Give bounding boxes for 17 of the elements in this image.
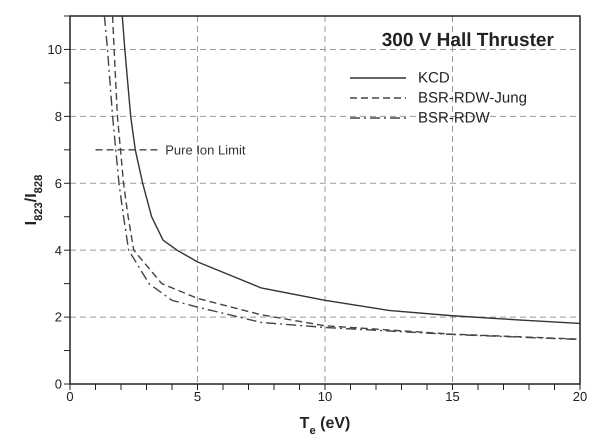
legend-label: KCD: [418, 70, 450, 86]
y-tick-label: 2: [54, 310, 62, 325]
y-tick-label: 6: [54, 176, 62, 191]
x-axis-title: T$_{e}$ (eV): [300, 415, 350, 437]
legend-label: BSR-RDW: [418, 110, 490, 126]
y-tick-label: 0: [54, 376, 62, 392]
y-tick-label: 10: [48, 42, 62, 58]
x-tick-label: 10: [318, 389, 332, 404]
x-tick-label: 20: [572, 389, 588, 404]
x-tick-label: 0: [66, 389, 74, 404]
x-tick-label: 5: [194, 389, 202, 404]
legend-label: BSR-RDW-Jung: [418, 90, 527, 106]
text: 300 V Hall Thruster: [382, 30, 554, 51]
y-tick-label: 4: [54, 242, 62, 258]
y-tick-label: 8: [54, 108, 62, 124]
x-tick-label: 15: [445, 389, 460, 404]
annotation: Pure Ion Limit: [165, 142, 246, 158]
